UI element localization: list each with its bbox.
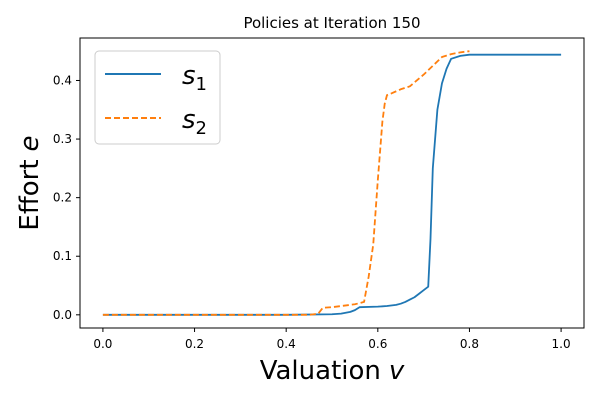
y-axis-label-text: Effort [15, 159, 45, 230]
x-axis-label: Valuation v [260, 356, 405, 386]
x-tick-label: 0.2 [185, 337, 204, 351]
x-tick-label: 0.0 [93, 337, 112, 351]
series-line-s1 [102, 53, 562, 316]
legend-label-s1-name: s [182, 61, 196, 91]
x-axis-label-var: v [389, 356, 405, 386]
y-axis-label-var: e [15, 135, 45, 151]
legend-label-s1-sub: 1 [196, 74, 207, 95]
x-tick-label: 0.6 [368, 337, 387, 351]
x-tick-label: 0.8 [460, 337, 479, 351]
legend: s1 s2 [94, 50, 221, 145]
plot-frame [79, 37, 585, 329]
y-tick-label: 0.4 [53, 73, 72, 87]
y-axis-ticks: 0.0 0.1 0.2 0.3 0.4 [53, 73, 80, 322]
legend-label-s2-name: s [182, 105, 196, 135]
legend-label-s1: s1 [182, 61, 207, 95]
y-tick-label: 0.1 [53, 249, 72, 263]
legend-label-s2-sub: 2 [196, 118, 207, 139]
legend-label-s2: s2 [182, 105, 207, 139]
x-tick-label: 1.0 [552, 337, 571, 351]
y-tick-label: 0.3 [53, 132, 72, 146]
y-tick-label: 0.2 [53, 191, 72, 205]
y-tick-label: 0.0 [53, 308, 72, 322]
x-axis-ticks: 0.0 0.2 0.4 0.6 0.8 1.0 [93, 328, 571, 351]
series-line-s2 [102, 50, 470, 316]
plot-area [102, 50, 562, 316]
x-axis-label-text: Valuation [260, 356, 381, 386]
chart-title: Policies at Iteration 150 [243, 14, 420, 32]
y-axis-label: Effort e [15, 135, 45, 230]
x-tick-label: 0.4 [277, 337, 296, 351]
